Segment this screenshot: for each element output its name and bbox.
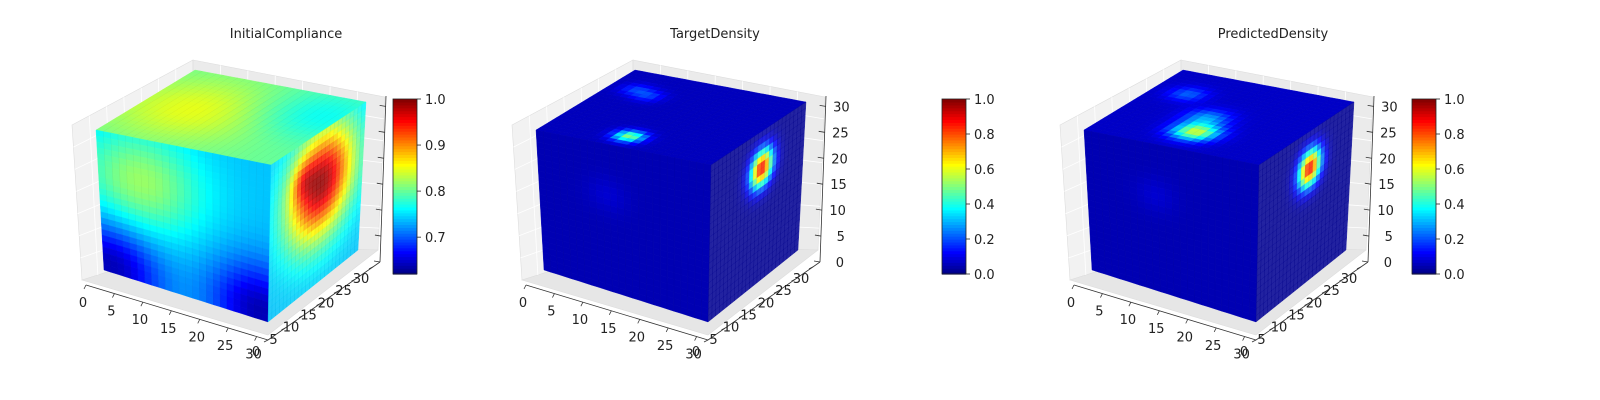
subplot-2-colorbar-tick-label: 0.4: [974, 198, 995, 213]
subplot-1-x-tick-label: 5: [107, 305, 115, 320]
subplot-1: InitialCompliance05101520253005101520253…: [71, 27, 446, 363]
subplot-2-z-tick-label: 25: [832, 126, 849, 141]
subplot-1-colorbar-step: [393, 99, 417, 103]
subplot-1-y-tick: [263, 339, 269, 343]
subplot-2-z-tick-label: 5: [837, 230, 845, 245]
subplot-1-x-tick: [83, 284, 87, 290]
subplot-2-colorbar-tick-label: 0.8: [974, 128, 995, 143]
subplot-1-gridline: [88, 115, 99, 276]
subplot-2-colorbar: 0.0 0.2 0.4 0.6 0.8 1.0: [941, 93, 995, 283]
subplot-2-z-tick: [813, 260, 821, 263]
subplot-2-x-tick: [580, 302, 584, 307]
subplot-2-x-tick-label: 5: [547, 305, 555, 320]
subplot-1-x-tick-label: 15: [160, 322, 177, 337]
subplot-2: TargetDensity051015202530051015202530051…: [511, 27, 995, 363]
subplot-2-x-tick: [637, 319, 641, 324]
subplot-2-x-tick: [608, 310, 612, 315]
subplot-2-y-tick-label: 15: [740, 308, 757, 323]
subplot-2-colorbar-tick-label: 0.2: [974, 233, 995, 248]
subplot-2-x-tick: [552, 293, 555, 298]
subplot-1-y-tick-label: 30: [353, 272, 370, 287]
subplot-2-x-tick-label: 25: [657, 339, 674, 354]
subplot-1-colorbar-tick-label: 1.0: [425, 93, 446, 108]
subplot-2-y-tick-label: 20: [758, 296, 775, 311]
subplot-2-y-tick-label: 10: [723, 321, 740, 336]
subplot-1-x-tick-label: 20: [188, 330, 205, 345]
subplot-2-x-tick-label: 10: [572, 313, 589, 328]
subplot-1-y-tick-label: 0: [252, 345, 260, 360]
subplot-1-y-tick-label: 5: [269, 333, 277, 348]
subplot-1-x-tick: [197, 319, 201, 324]
subplot-2-colorbar-tick-label: 0.0: [974, 268, 995, 283]
subplot-2-x-tick: [523, 284, 527, 290]
subplot-1-y-tick-label: 15: [300, 308, 317, 323]
subplot-2-colorbar-tick-label: 0.6: [974, 163, 995, 178]
subplot-1-x-tick: [254, 336, 257, 341]
subplot-2-x-tick-label: 0: [519, 296, 527, 311]
subplot-1-y-tick-label: 10: [283, 321, 300, 336]
subplot-2-y-tick: [703, 339, 709, 343]
subplot-1-colorbar-tick-label: 0.8: [425, 185, 446, 200]
subplot-1-colorbar: 0.7 0.8 0.9 1.0: [392, 93, 446, 275]
subplot-2-z-tick-label: 30: [833, 100, 850, 115]
subplot-1-x-tick: [168, 310, 172, 315]
subplot-1-x-tick: [140, 302, 144, 307]
subplot-1-colorbar-tick-label: 0.9: [425, 139, 446, 154]
subplot-1-colorbar-tick-label: 0.7: [425, 231, 446, 246]
subplot-2-y-tick-label: 5: [709, 333, 717, 348]
subplot-2-z-tick-label: 15: [830, 178, 847, 193]
subplot-1-title: InitialCompliance: [230, 27, 343, 42]
subplot-2-x-tick: [665, 327, 669, 333]
subplot-2-y-tick-label: 0: [692, 345, 700, 360]
subplot-2-z-tick-label: 10: [829, 204, 846, 219]
subplot-2-x-tick: [694, 336, 697, 341]
subplot-2-y-tick-label: 25: [775, 284, 792, 299]
subplot-2-x-tick-label: 15: [600, 322, 617, 337]
subplot-1-x-tick: [225, 327, 229, 333]
subplot-1-y-tick-label: 20: [318, 296, 335, 311]
subplot-2-colorbar-step: [942, 99, 966, 103]
subplot-1-z-tick: [373, 260, 381, 263]
subplot-2-z-tick-label: 20: [831, 152, 848, 167]
subplot-2-x-tick-label: 20: [628, 330, 645, 345]
subplot-1-y-tick-label: 25: [335, 284, 352, 299]
subplot-1-x-tick: [112, 293, 115, 298]
subplot-1-x-tick-label: 25: [217, 339, 234, 354]
subplot-3: PredictedDensity051015202530051015202530…: [1059, 27, 1465, 363]
subplot-2-y-tick-label: 30: [793, 272, 810, 287]
subplot-2-title: TargetDensity: [669, 27, 760, 42]
subplot-3-title: PredictedDensity: [1218, 27, 1329, 42]
subplot-2-z-tick-label: 0: [836, 256, 844, 271]
subplot-2-colorbar-tick-label: 1.0: [974, 93, 995, 108]
subplot-1-x-tick-label: 0: [79, 296, 87, 311]
subplot-1-x-tick-label: 10: [132, 313, 149, 328]
